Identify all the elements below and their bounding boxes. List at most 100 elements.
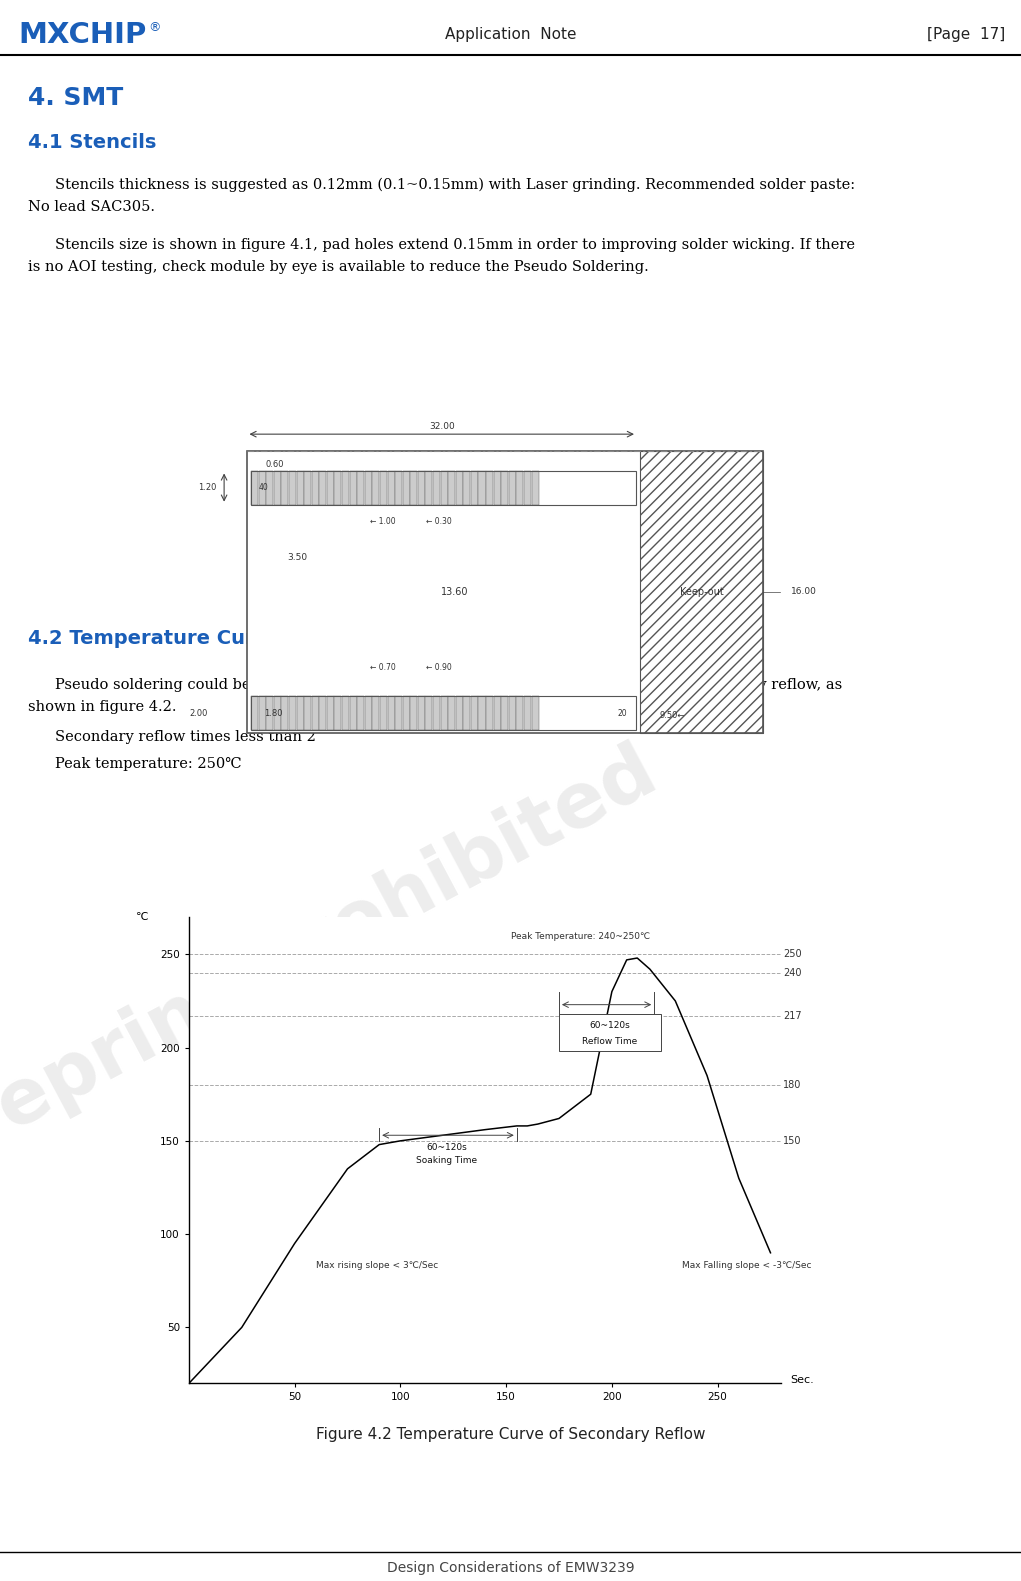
Text: Secondary reflow times less than 2: Secondary reflow times less than 2 — [55, 730, 315, 745]
Bar — [426, 696, 433, 730]
Bar — [373, 471, 380, 504]
Bar — [335, 471, 341, 504]
Bar — [349, 471, 356, 504]
Bar — [274, 696, 281, 730]
Bar — [282, 471, 288, 504]
Text: 60~120s: 60~120s — [589, 1021, 630, 1029]
Bar — [464, 471, 471, 504]
Bar — [311, 471, 319, 504]
Bar — [388, 471, 394, 504]
Text: ← 1.00: ← 1.00 — [370, 517, 396, 526]
Text: 180: 180 — [783, 1080, 801, 1089]
Text: is no AOI testing, check module by eye is available to reduce the Pseudo Solderi: is no AOI testing, check module by eye i… — [28, 259, 648, 274]
Bar — [258, 696, 265, 730]
Bar — [296, 696, 303, 730]
Text: shown in figure 4.2.: shown in figure 4.2. — [28, 700, 177, 715]
Bar — [289, 471, 296, 504]
Bar — [501, 471, 508, 504]
Bar — [357, 471, 364, 504]
Text: Figure 4.2 Temperature Curve of Secondary Reflow: Figure 4.2 Temperature Curve of Secondar… — [317, 1428, 706, 1442]
Text: ← 0.70: ← 0.70 — [370, 662, 396, 672]
Text: 9.50←: 9.50← — [660, 711, 684, 721]
Bar — [508, 471, 516, 504]
Bar — [335, 696, 341, 730]
Text: Peak Temperature: 240~250℃: Peak Temperature: 240~250℃ — [510, 933, 649, 941]
Bar — [251, 471, 258, 504]
Bar — [464, 696, 471, 730]
Text: 217: 217 — [783, 1010, 801, 1021]
Bar — [418, 696, 425, 730]
Text: 16.00: 16.00 — [791, 588, 817, 596]
Text: Sec.: Sec. — [790, 1374, 814, 1385]
Bar — [357, 696, 364, 730]
Bar — [410, 471, 418, 504]
Bar — [494, 471, 500, 504]
Bar — [320, 696, 327, 730]
Text: Pseudo soldering could be reduced by control the furnace with temperature curve : Pseudo soldering could be reduced by con… — [55, 678, 842, 692]
Bar — [517, 471, 524, 504]
Text: [Page  17]: [Page 17] — [927, 27, 1005, 43]
Text: 1.20: 1.20 — [198, 484, 216, 492]
Bar — [289, 696, 296, 730]
Bar — [304, 471, 311, 504]
Text: Figure 4.1 Stencils size: Figure 4.1 Stencils size — [424, 590, 598, 606]
Bar — [395, 696, 402, 730]
Text: 4. SMT: 4. SMT — [28, 85, 124, 111]
Bar — [342, 696, 349, 730]
Bar — [304, 696, 311, 730]
Bar — [402, 471, 409, 504]
Bar — [479, 696, 486, 730]
Bar — [364, 696, 372, 730]
Bar — [373, 696, 380, 730]
Text: Reflow Time: Reflow Time — [582, 1037, 637, 1047]
Bar — [311, 696, 319, 730]
Text: Keep-out: Keep-out — [680, 587, 723, 598]
Bar — [388, 696, 394, 730]
Bar — [524, 696, 531, 730]
Bar — [266, 696, 274, 730]
Bar — [251, 696, 636, 730]
Bar — [517, 696, 524, 730]
Text: 2.00: 2.00 — [190, 708, 208, 718]
Text: 60~120s: 60~120s — [427, 1143, 468, 1153]
Bar — [395, 471, 402, 504]
Bar — [296, 471, 303, 504]
Text: ℃: ℃ — [136, 912, 149, 922]
Text: 1.80: 1.80 — [264, 708, 283, 718]
Bar — [246, 451, 763, 732]
Bar — [327, 696, 334, 730]
Text: Max Falling slope < -3℃/Sec: Max Falling slope < -3℃/Sec — [682, 1260, 811, 1270]
Bar — [380, 696, 387, 730]
Bar — [380, 471, 387, 504]
Text: 13.60: 13.60 — [441, 587, 468, 598]
Text: Application  Note: Application Note — [445, 27, 577, 43]
Bar — [479, 471, 486, 504]
Bar — [501, 696, 508, 730]
Text: 4.2 Temperature Curve of Secondary Reflow: 4.2 Temperature Curve of Secondary Reflo… — [28, 629, 514, 648]
Bar — [426, 471, 433, 504]
Text: Design Considerations of EMW3239: Design Considerations of EMW3239 — [387, 1560, 635, 1575]
Bar — [433, 471, 440, 504]
Text: No lead SAC305.: No lead SAC305. — [28, 201, 155, 213]
Text: 32.00: 32.00 — [429, 422, 455, 430]
Bar — [349, 696, 356, 730]
Text: Max rising slope < 3℃/Sec: Max rising slope < 3℃/Sec — [315, 1260, 438, 1270]
Bar — [441, 696, 447, 730]
Bar — [364, 471, 372, 504]
Bar — [251, 696, 258, 730]
Bar — [441, 471, 447, 504]
Text: 20: 20 — [618, 708, 628, 718]
Text: 150: 150 — [783, 1135, 801, 1146]
Bar — [251, 471, 636, 504]
Bar — [532, 696, 538, 730]
Text: 40: 40 — [258, 484, 269, 492]
Text: ← 0.90: ← 0.90 — [427, 662, 452, 672]
Bar — [471, 696, 478, 730]
Bar — [258, 471, 265, 504]
Text: Stencils thickness is suggested as 0.12mm (0.1~0.15mm) with Laser grinding. Reco: Stencils thickness is suggested as 0.12m… — [55, 179, 856, 193]
Bar — [448, 471, 455, 504]
Text: 0.60: 0.60 — [265, 460, 284, 470]
Bar — [418, 471, 425, 504]
Bar — [274, 471, 281, 504]
Bar — [410, 696, 418, 730]
